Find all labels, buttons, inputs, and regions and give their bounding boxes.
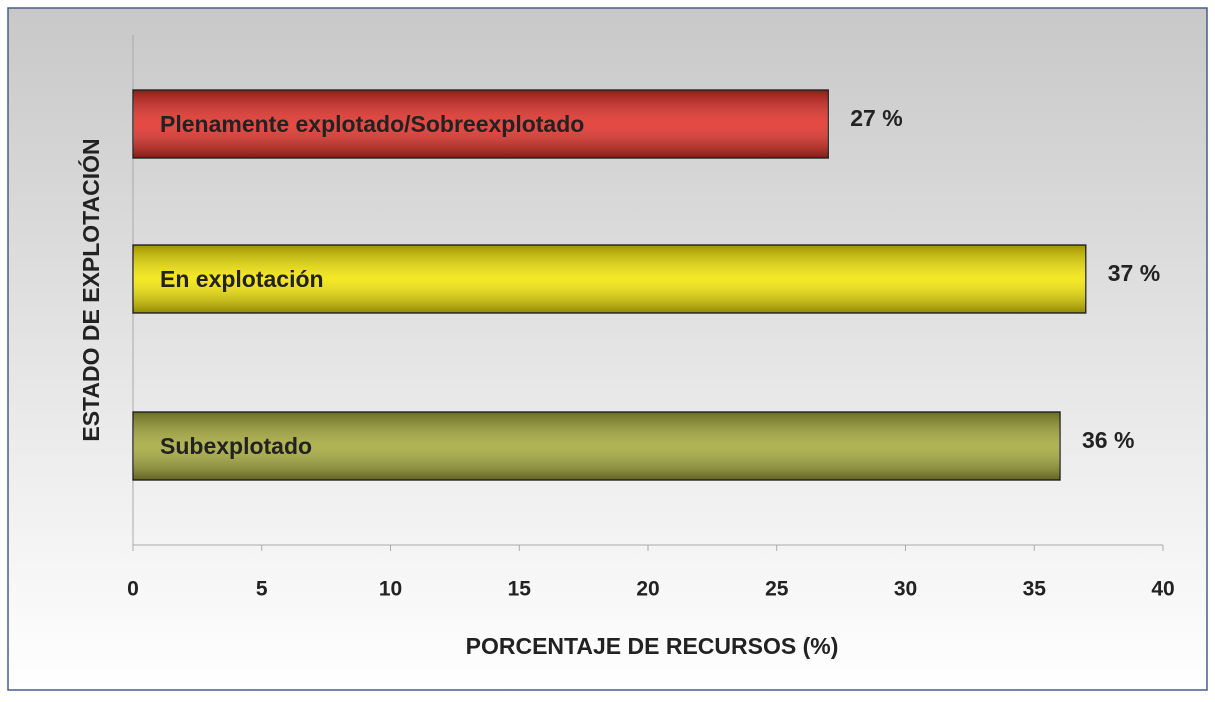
bar-shade	[133, 90, 829, 158]
value-label: 27 %	[850, 105, 902, 131]
value-label: 36 %	[1082, 427, 1134, 453]
x-tick-label: 20	[636, 578, 659, 601]
category-label: Plenamente explotado/Sobreexplotado	[160, 111, 584, 137]
category-label: Subexplotado	[160, 433, 312, 459]
value-label: 37 %	[1108, 260, 1160, 286]
bar-shade	[133, 245, 1086, 313]
x-tick-label: 30	[894, 578, 917, 601]
category-label: En explotación	[160, 266, 324, 292]
x-axis-label: PORCENTAJE DE RECURSOS (%)	[466, 633, 839, 659]
x-tick-label: 25	[765, 578, 789, 601]
y-axis-label: ESTADO DE EXPLOTACIÓN	[77, 138, 104, 441]
bar-shade	[133, 412, 1060, 480]
x-tick-label: 35	[1023, 578, 1047, 601]
x-tick-label: 40	[1151, 578, 1174, 601]
x-tick-label: 10	[379, 578, 402, 601]
x-tick-label: 5	[256, 578, 268, 601]
x-tick-label: 0	[127, 578, 139, 601]
x-tick-label: 15	[508, 578, 532, 601]
